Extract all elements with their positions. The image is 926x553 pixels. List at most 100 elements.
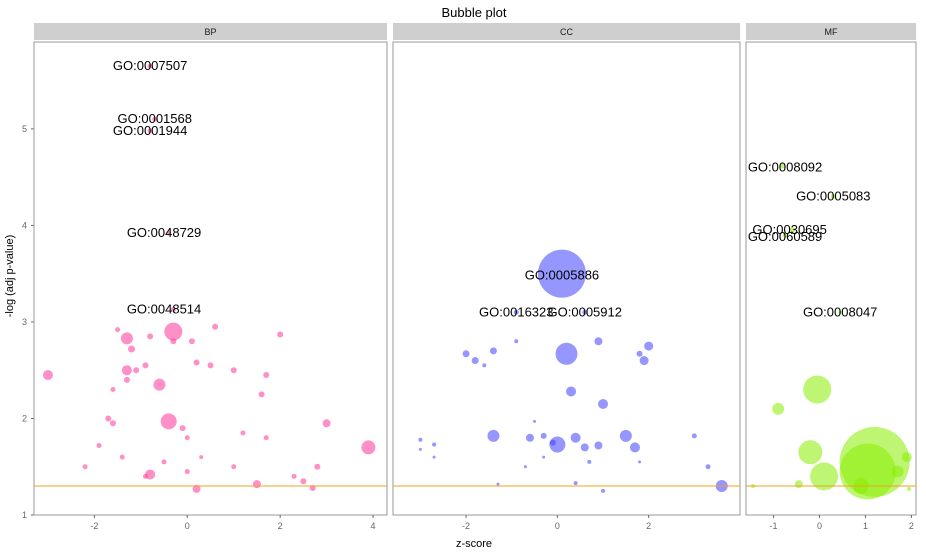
bubble-point (110, 387, 116, 393)
bubble-point (170, 306, 176, 312)
bubble-point (432, 455, 436, 459)
y-axis: 1 2 3 4 5 (22, 124, 34, 520)
bubble-point (179, 425, 186, 432)
bubble-point (184, 469, 190, 475)
bubble-point (258, 391, 265, 398)
x-tick-label: -1 (770, 521, 778, 531)
bubble-point (901, 452, 912, 463)
bubble-point (263, 435, 269, 441)
bubble-point (147, 128, 153, 134)
bubble-point (123, 376, 130, 383)
bubble-point (705, 464, 711, 470)
bubble-point (142, 473, 148, 479)
bubble-point (839, 443, 896, 500)
bubble-point (109, 420, 116, 427)
bubble-point (779, 162, 786, 169)
bubble-point (147, 63, 153, 69)
bubble-point (587, 459, 592, 464)
go-term-label: GO:0008047 (803, 304, 877, 319)
x-tick-label: 2 (278, 521, 283, 531)
x-axis-title: z-score (456, 538, 492, 550)
go-term-label: GO:0008092 (748, 159, 822, 174)
x-tick-label: 0 (555, 521, 560, 531)
bubble-point (133, 367, 140, 374)
bubble-point (573, 481, 578, 486)
bubble-point (300, 478, 307, 485)
bubble-point (907, 486, 912, 491)
bubble-point (263, 372, 270, 379)
bubble-point (691, 433, 697, 439)
bubble-point (277, 331, 284, 338)
bubble-point (432, 442, 437, 447)
bubble-point (152, 116, 158, 122)
bubble-point (582, 309, 588, 315)
chart-title: Bubble plot (441, 5, 506, 20)
bubble-point (230, 367, 237, 374)
go-term-label: GO:0007507 (113, 58, 187, 73)
bubble-point (537, 249, 586, 298)
bubble-point (594, 337, 603, 346)
facet-strip-label: MF (825, 27, 838, 37)
bubble-point (207, 362, 214, 369)
x-tick-label: 2 (909, 521, 914, 531)
bubble-point (252, 480, 261, 489)
bubble-point (184, 435, 190, 441)
y-tick-label: 4 (22, 220, 27, 230)
bubble-point (161, 459, 167, 465)
x-tick-label: 2 (646, 521, 651, 531)
bubble-point (199, 455, 204, 460)
go-term-label: GO:0001568 (118, 111, 192, 126)
x-tick-label: 0 (185, 521, 190, 531)
bubble-point (598, 398, 609, 409)
bubble-point (82, 464, 88, 470)
facet-strip (393, 23, 740, 40)
y-tick-label: 1 (22, 510, 27, 520)
bubble-point (636, 350, 643, 357)
bubble-point (798, 440, 823, 465)
bubble-point (128, 345, 136, 353)
bubble-point (418, 437, 423, 442)
go-term-label: GO:0060589 (748, 229, 822, 244)
bubble-point (891, 465, 904, 478)
facet-strip (746, 23, 916, 40)
bubble-point (188, 338, 195, 345)
bubble-point (523, 465, 527, 469)
bubble-point (291, 473, 297, 479)
bubble-point (513, 309, 519, 315)
facet-strip-label: BP (204, 27, 216, 37)
bubble-point (164, 322, 183, 341)
bubble-point (121, 365, 132, 376)
x-tick-label: -2 (462, 521, 470, 531)
bubble-point (142, 362, 149, 369)
bubble-point (322, 419, 331, 428)
bubble-point (533, 419, 537, 423)
bubble-point (120, 332, 133, 345)
bubble-point (193, 359, 200, 366)
bubble-point (838, 310, 843, 315)
bubble-point (810, 462, 839, 491)
bubble-point (361, 440, 376, 455)
go-term-label: GO:0001944 (113, 123, 187, 138)
bubble-point (42, 370, 53, 381)
bubble-point (496, 482, 500, 486)
bubble-point (471, 357, 479, 365)
bubble-point (629, 442, 640, 453)
panel-border (33, 41, 388, 516)
x-tick-label: 1 (863, 521, 868, 531)
bubble-point (594, 441, 603, 450)
go-term-label: GO:0016323 (479, 304, 553, 319)
bubble-point (555, 342, 578, 365)
go-term-label: GO:0005083 (796, 188, 870, 203)
bubble-point (803, 375, 832, 404)
bubble-point (525, 433, 534, 442)
go-term-label: GO:0030695 (752, 222, 826, 237)
bubble-point (549, 439, 556, 446)
bubble-point (566, 386, 577, 397)
bubble-point (462, 350, 470, 358)
bubble-point (418, 447, 422, 451)
y-tick-label: 3 (22, 317, 27, 327)
bubble-point (772, 402, 785, 415)
